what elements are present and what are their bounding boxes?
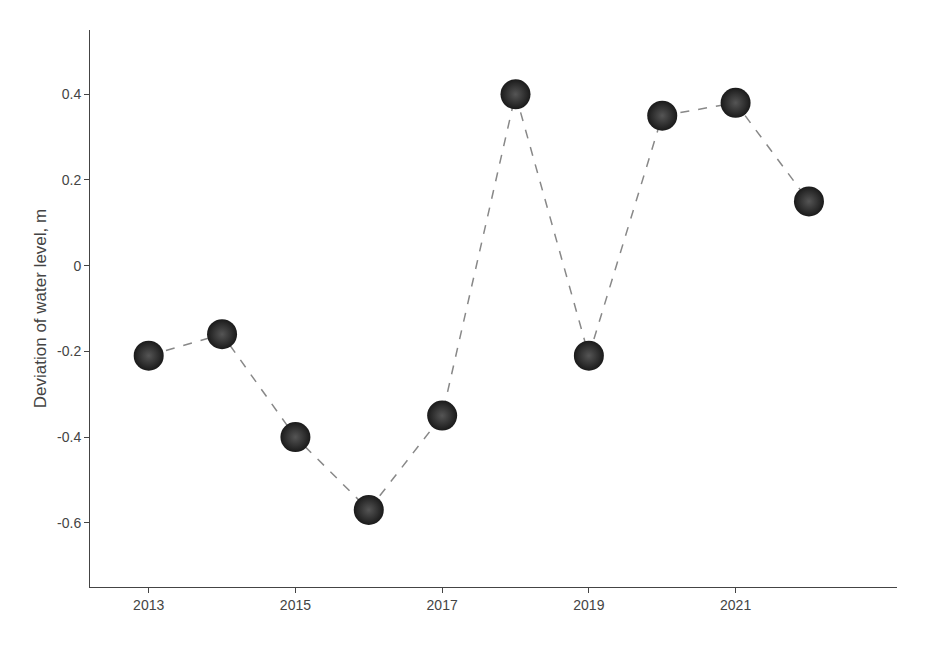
svg-text:0.4: 0.4 xyxy=(62,86,82,102)
svg-text:2021: 2021 xyxy=(720,597,751,613)
svg-text:2017: 2017 xyxy=(427,597,458,613)
svg-text:0: 0 xyxy=(73,258,81,274)
svg-text:Deviation of water level, m: Deviation of water level, m xyxy=(31,209,50,408)
svg-text:-0.2: -0.2 xyxy=(57,343,81,359)
svg-text:2019: 2019 xyxy=(573,597,604,613)
svg-text:2015: 2015 xyxy=(280,597,311,613)
svg-text:2013: 2013 xyxy=(133,597,164,613)
svg-text:-0.6: -0.6 xyxy=(57,515,81,531)
svg-text:0.2: 0.2 xyxy=(62,172,82,188)
svg-text:-0.4: -0.4 xyxy=(57,429,81,445)
